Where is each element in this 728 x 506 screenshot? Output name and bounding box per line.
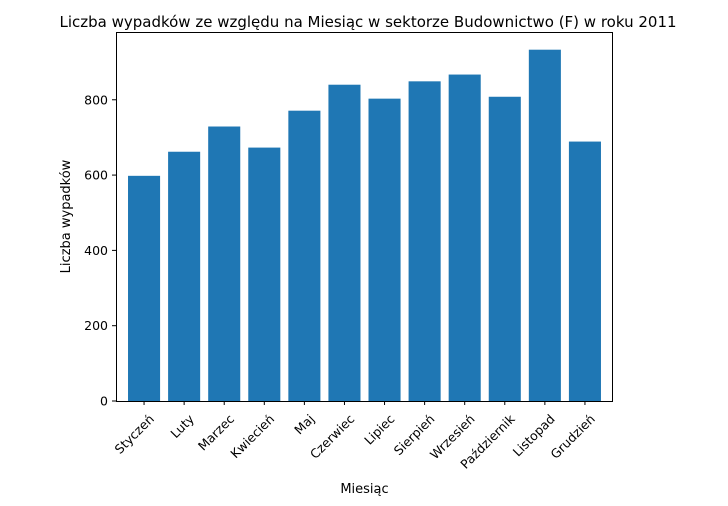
y-tick-label: 200	[84, 318, 108, 333]
x-tick-label: Maj	[291, 411, 317, 437]
x-axis-label: Miesiąc	[340, 482, 388, 497]
chart-title: Liczba wypadków ze względu na Miesiąc w …	[59, 13, 676, 31]
plot-frame	[116, 32, 613, 402]
y-tick-label: 0	[100, 394, 108, 409]
bar-maj	[288, 110, 321, 401]
bar-grudzień	[568, 141, 601, 401]
y-axis: 0 200 400 600 800	[84, 92, 116, 409]
bar-czerwiec	[328, 84, 361, 402]
bar-marzec	[208, 126, 241, 401]
bar-wrzesień	[448, 74, 481, 402]
x-tick-label: Grudzień	[547, 411, 597, 461]
bar-kwiecień	[248, 147, 281, 401]
x-tick-label: Czerwiec	[307, 411, 358, 462]
x-tick-label: Luty	[167, 411, 197, 441]
y-tick-label: 400	[84, 243, 108, 258]
bar-lipiec	[368, 98, 401, 402]
bar-luty	[168, 151, 201, 401]
y-axis-label: Liczba wypadków	[59, 159, 74, 273]
bar-listopad	[528, 49, 561, 401]
y-tick-label: 600	[84, 168, 108, 183]
bar-sierpień	[408, 81, 441, 401]
x-tick-label: Lipiec	[361, 411, 397, 447]
x-tick-label: Kwiecień	[227, 411, 277, 461]
bar-październik	[488, 96, 521, 401]
bar-styczeń	[128, 175, 161, 401]
bars-group	[128, 49, 601, 402]
x-tick-label: Styczeń	[112, 411, 157, 456]
y-tick-label: 800	[84, 92, 108, 107]
